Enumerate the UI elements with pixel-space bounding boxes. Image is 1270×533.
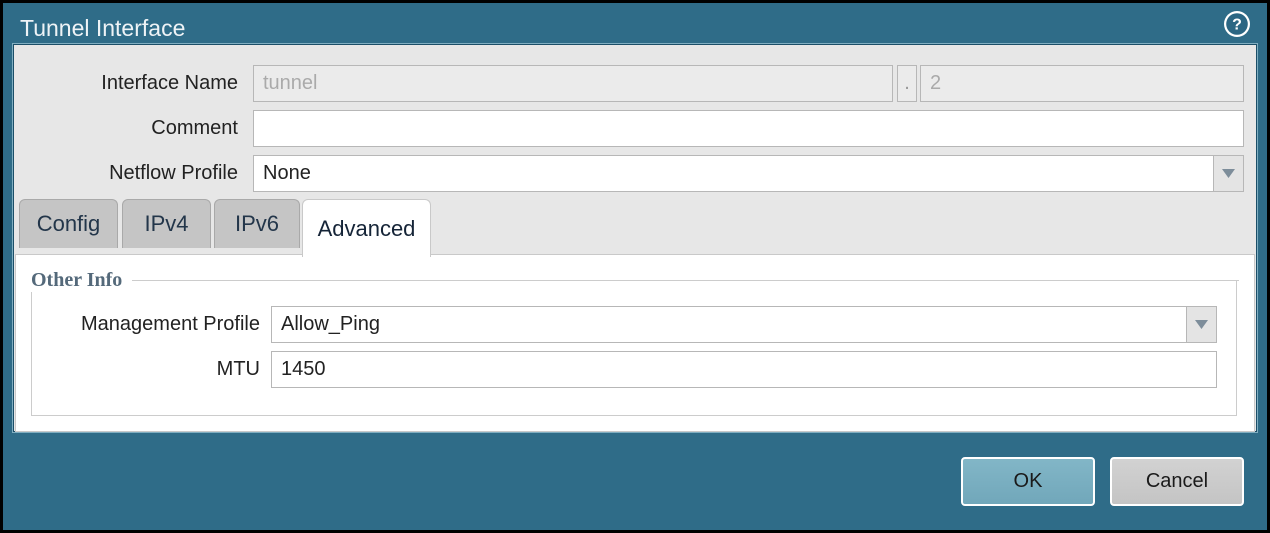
svg-text:?: ? [1232, 17, 1242, 34]
